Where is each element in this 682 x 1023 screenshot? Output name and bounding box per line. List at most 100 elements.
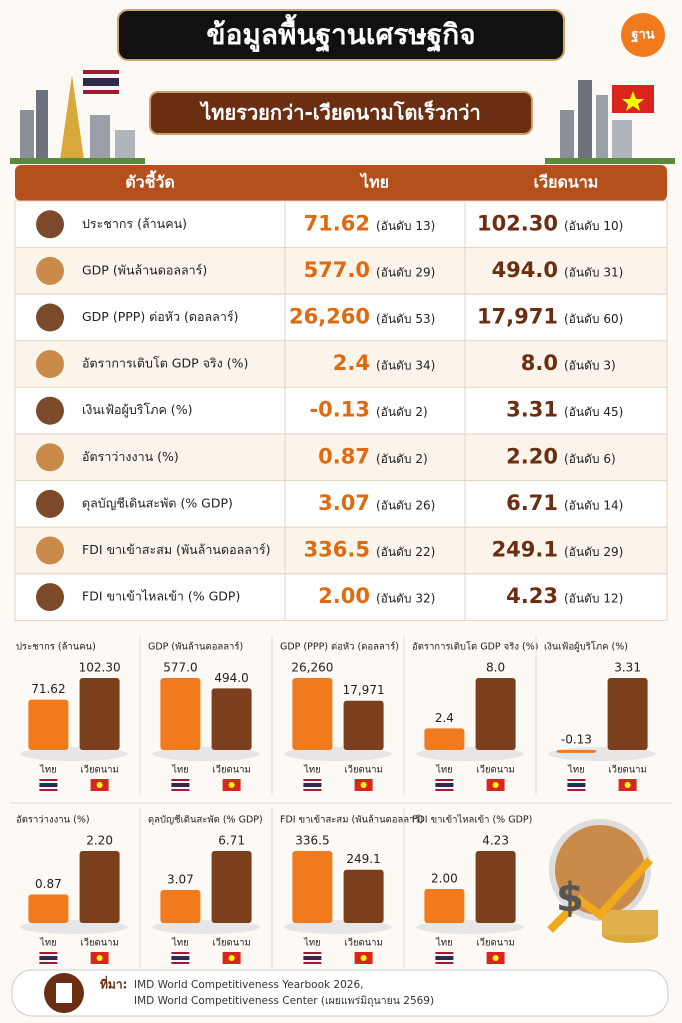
bar [607,678,648,750]
bar [556,750,597,753]
flag-stripe [39,952,58,954]
bar [292,678,333,750]
value-label: 3.31 [614,661,641,675]
flag-stripe [435,956,454,960]
indicator: FDI ขาเข้าสะสม (พันล้านดอลลาร์) [82,542,271,557]
flag-stripe [435,952,454,954]
thai-rank: (อันดับ 26) [376,498,435,512]
flag-star [96,955,103,961]
indicator: เงินเฟ้อผู้บริโภค (%) [82,402,192,418]
value-label: 3.07 [167,873,194,887]
thai-value: 3.07 [318,491,370,515]
mini-chart: GDP (PPP) ต่อหัว (ดอลลาร์) 26,260 ไทย 17,97… [280,641,399,791]
thai-value: 26,260 [289,305,370,329]
thai-value: 2.4 [333,351,370,375]
source-box [11,969,669,1017]
vietnam-rank: (อันดับ 6) [564,452,616,466]
svg-text:$: $ [556,875,584,921]
bar [211,851,252,923]
x-tick-label: เวียดนาม [212,937,250,949]
logo: ฐาน [631,28,654,44]
bar [292,851,333,923]
x-tick-label: ไทย [39,764,57,776]
flag-star [228,955,235,961]
flag-stripe [303,787,322,789]
mini-chart: GDP (พันล้านดอลลาร์) 577.0 ไทย 494.0 เวียดนา… [148,641,260,791]
value-label: 2.4 [435,711,454,725]
chart-title: เงินเฟ้อผู้บริโภค (%) [544,641,628,653]
flag-star [96,782,103,788]
indicator: GDP (พันล้านดอลลาร์) [82,262,207,277]
table-row [14,340,668,388]
flag-star [492,782,499,788]
indicator: ประชากร (ล้านคน) [82,216,187,231]
charts: ประชากร (ล้านคน)71.62ไทย102.30เวียดนามGD… [10,635,672,968]
vietnam-value: 3.31 [506,398,558,422]
vietnam-value: 8.0 [521,351,558,375]
chart-title: FDI ขาเข้าสะสม (พันล้านดอลลาร์) [280,814,423,826]
value-label: 494.0 [214,671,248,685]
value-label: 577.0 [163,661,197,675]
thai-value: 2.00 [318,584,370,608]
flag-stripe [171,960,190,962]
vietnam-skyline [545,80,675,164]
vietnam-rank: (อันดับ 45) [564,405,623,419]
x-tick-label: ไทย [567,764,585,776]
flag-stripe [171,781,190,783]
column-header: ไทย [359,173,389,192]
table-row [14,526,668,575]
subtitle: ไทยรวยกว่า-เวียดนามโตเร็วกว่า [199,100,481,125]
column-header: ตัวชี้วัด [125,170,175,192]
bar [343,869,384,923]
bar [475,678,516,750]
flag-stripe [567,779,586,781]
vietnam-value: 6.71 [506,491,558,515]
x-tick-label: ไทย [303,764,321,776]
value-label: 6.71 [218,834,245,848]
vietnam-rank: (อันดับ 12) [564,592,623,606]
bar [343,700,384,750]
flag-stripe [303,783,322,787]
subtitle-box [149,91,533,135]
thai-rank: (อันดับ 53) [376,312,435,326]
bar-base [152,920,260,934]
flag-stripe [39,962,58,964]
chart-title: GDP (PPP) ต่อหัว (ดอลลาร์) [280,641,399,653]
thai-value: 71.62 [304,211,370,235]
table-header [15,165,667,201]
flag-stripe [303,956,322,960]
thai-value: 336.5 [304,538,370,562]
chart-title: FDI ขาเข้าไหลเข้า (% GDP) [412,814,532,826]
source-icon-doc [56,983,72,1003]
table-row [14,433,668,482]
flag-stripe [39,789,58,791]
chart-title: ประชากร (ล้านคน) [16,642,96,653]
thai-rank: (อันดับ 13) [376,219,435,233]
x-tick-label: เวียดนาม [344,764,382,776]
flag-stripe [303,954,322,956]
chart-title: GDP (พันล้านดอลลาร์) [148,641,243,653]
flag-stripe [39,956,58,960]
mini-chart: ดุลบัญชีเดินสะพัด (% GDP) 3.07 ไทย 6.71 เวีย… [148,814,263,964]
source-label: ที่มา: [100,976,127,992]
table-row [14,573,668,621]
value-label: -0.13 [561,733,592,747]
value-label: 2.00 [431,871,458,885]
x-tick-label: ไทย [171,937,189,949]
x-tick-label: เวียดนาม [476,937,514,949]
flag-stripe [435,789,454,791]
row-icon [36,583,64,612]
flag-stripe [39,787,58,789]
vietnam-value: 249.1 [492,538,558,562]
x-tick-label: ไทย [435,764,453,776]
chart-title: อัตราว่างงาน (%) [16,815,90,826]
vietnam-rank: (อันดับ 60) [564,312,623,326]
flag-stripe [171,779,190,781]
title-box [117,9,565,61]
flag-stripe [39,954,58,956]
thai-rank: (อันดับ 32) [376,592,435,606]
vietnam-rank: (อันดับ 10) [564,219,623,233]
indicator: อัตราการเติบโต GDP จริง (%) [82,356,248,371]
